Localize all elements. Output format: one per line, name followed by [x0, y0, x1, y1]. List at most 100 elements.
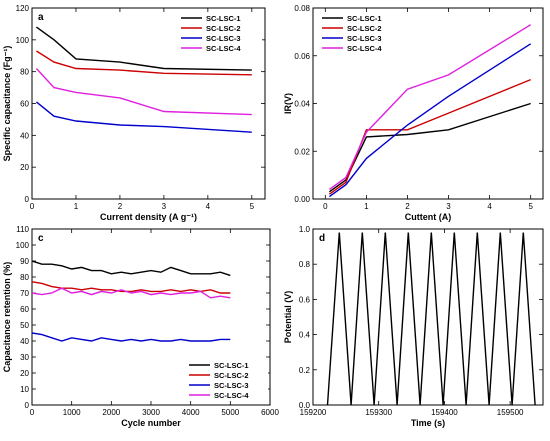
y-tick-label: 0.6: [299, 295, 311, 304]
x-tick-label: 4: [487, 202, 492, 211]
legend-entry: SC-LSC-1: [206, 14, 241, 23]
y-tick-label: 40: [20, 337, 29, 346]
x-tick-label: 159300: [365, 408, 392, 417]
series-line-sc-lsc-4: [328, 24, 532, 190]
x-tick-label: 3000: [142, 408, 160, 417]
y-tick-label: 90: [20, 257, 29, 266]
y-tick-label: 30: [20, 353, 29, 362]
y-tick-label: 0.0: [299, 401, 311, 410]
legend-entry: SC-LSC-3: [347, 34, 382, 43]
x-tick-label: 2: [405, 202, 410, 211]
y-tick-label: 80: [20, 273, 29, 282]
x-tick-label: 159500: [497, 408, 524, 417]
series-line-sc-lsc-1: [32, 260, 231, 277]
x-axis-title: Cycle number: [121, 418, 181, 428]
y-tick-label: 50: [20, 321, 29, 330]
y-tick-label: 70: [20, 289, 29, 298]
y-tick-label: 110: [16, 225, 29, 234]
y-tick-label: 20: [20, 163, 29, 172]
legend-entry: SC-LSC-1: [347, 14, 382, 23]
x-tick-label: 5: [528, 202, 533, 211]
y-tick-label: 60: [20, 100, 29, 109]
y-tick-label: 60: [20, 305, 29, 314]
legend-entry: SC-LSC-2: [206, 24, 241, 33]
y-tick-label: 20: [20, 369, 29, 378]
y-axis-title: Capacitance retention (%): [2, 262, 12, 373]
x-axis-title: Cuttent (A): [405, 212, 452, 222]
x-tick-label: 6000: [261, 408, 279, 417]
series-line-sc-lsc-2: [32, 281, 231, 294]
y-tick-label: 0: [25, 401, 30, 410]
y-tick-label: 120: [16, 4, 30, 13]
plot-frame: [312, 228, 544, 406]
y-tick-label: 100: [16, 36, 30, 45]
panel-letter: a: [38, 12, 44, 23]
x-tick-label: 3: [446, 202, 451, 211]
y-axis-title: Potential (V): [283, 291, 293, 344]
legend-entry: SC-LSC-4: [214, 391, 249, 400]
series-line-sc-lsc-2: [328, 78, 531, 195]
series-line-sc-lsc-4: [35, 68, 252, 116]
y-tick-label: 0.2: [299, 366, 311, 375]
legend: SC-LSC-1SC-LSC-2SC-LSC-3SC-LSC-4: [178, 12, 262, 54]
legend-entry: SC-LSC-2: [214, 371, 249, 380]
series-line-sc-lsc-1: [328, 102, 531, 193]
panel-c-capacitance-retention: 0 1000 2000 3000 4000 5000 6000 0 10 20 30 40 50 60 70…: [2, 225, 279, 428]
x-tick-label: 0: [323, 202, 328, 211]
x-axis-title: Current density (A g⁻¹): [100, 212, 197, 222]
legend-entry: SC-LSC-4: [206, 44, 241, 53]
legend-entry: SC-LSC-3: [214, 381, 249, 390]
legend-box: [178, 12, 262, 54]
x-tick-label: 1: [74, 202, 79, 211]
series-line-sc-lsc-4: [32, 287, 231, 299]
panel-letter: d: [319, 233, 325, 244]
y-tick-label: 0.04: [294, 100, 310, 109]
x-tick-label: 4: [206, 202, 211, 211]
y-tick-label: 40: [20, 131, 29, 140]
x-tick-label: 2: [118, 202, 123, 211]
y-tick-label: 10: [20, 385, 29, 394]
legend-entry: SC-LSC-3: [206, 34, 241, 43]
panel-a-capacitance-vs-current-density: 0 1 2 3 4 5 0 20 40 60 80 100 120 a Current density (A…: [2, 4, 266, 222]
panel-letter: c: [38, 233, 44, 244]
legend-entry: SC-LSC-4: [347, 44, 382, 53]
y-tick-label: 0.08: [294, 4, 310, 13]
x-tick-label: 3: [162, 202, 167, 211]
series-line-sc-lsc-1: [35, 26, 252, 71]
legend-entry: SC-LSC-2: [347, 24, 382, 33]
series-line-potential: [326, 232, 536, 405]
series-line-sc-lsc-3: [32, 332, 231, 342]
y-tick-label: 0: [25, 195, 30, 204]
series-line-sc-lsc-2: [36, 50, 252, 76]
x-tick-label: 1: [364, 202, 369, 211]
x-tick-label: 0: [30, 202, 35, 211]
legend-entry: SC-LSC-1: [214, 361, 249, 370]
panel-d-potential-vs-time: 159200 159300 159400 159500 0.0 0.2 0.4 0.6 0.8 1…: [283, 225, 544, 428]
x-axis-title: Time (s): [411, 418, 445, 428]
y-tick-label: 100: [16, 241, 30, 250]
y-tick-label: 1.0: [299, 225, 311, 234]
y-axis-title: Specific capacitance (Fg⁻¹): [2, 46, 12, 162]
x-tick-label: 159200: [300, 408, 327, 417]
y-tick-label: 0.06: [294, 52, 310, 61]
y-tick-label: 0.02: [294, 147, 310, 156]
x-tick-label: 1000: [63, 408, 81, 417]
y-axis-title: IR(V): [283, 93, 293, 114]
x-tick-label: 159400: [431, 408, 458, 417]
y-tick-label: 0.8: [299, 260, 311, 269]
series-line-sc-lsc-3: [328, 43, 532, 198]
y-tick-label: 0.00: [294, 195, 310, 204]
legend-box: [186, 359, 268, 401]
legend: SC-LSC-1SC-LSC-2SC-LSC-3SC-LSC-4: [319, 12, 399, 54]
series-line-sc-lsc-3: [35, 101, 252, 133]
legend-box: [319, 12, 399, 54]
x-tick-label: 5000: [221, 408, 239, 417]
legend: SC-LSC-1SC-LSC-2SC-LSC-3SC-LSC-4: [186, 359, 268, 401]
x-tick-label: 2000: [102, 408, 120, 417]
x-tick-label: 5: [250, 202, 255, 211]
y-tick-label: 0.4: [299, 331, 311, 340]
x-tick-label: 0: [30, 408, 35, 417]
x-tick-label: 4000: [182, 408, 200, 417]
